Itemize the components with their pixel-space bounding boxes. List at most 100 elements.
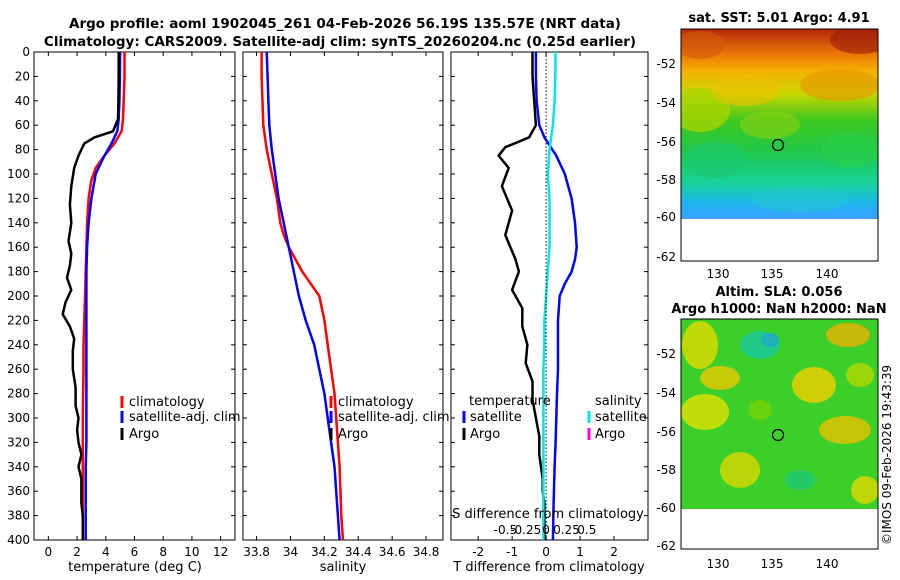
y-tick-label: 400 [7, 533, 30, 547]
sst-map-yticks: -52 -54 -56 -58 -60 -62 [656, 57, 676, 264]
sla-xtick: 130 [707, 557, 730, 571]
series-line-argo [61, 52, 120, 540]
x-tick-label: 34.2 [311, 545, 338, 559]
sla-xtick: 135 [761, 557, 784, 571]
sst-ytick: -54 [656, 96, 676, 110]
x-tick-label: 34 [283, 545, 298, 559]
sst-argo-position-marker [771, 138, 785, 152]
sal-diff-tick: -0.5 [494, 523, 517, 537]
legend-label-climatology: climatology [338, 395, 414, 410]
x-tick-label: 10 [184, 545, 199, 559]
difference-plot [497, 52, 578, 540]
y-tick-label: 380 [7, 509, 30, 523]
difference-legend: temperature satellite Argo salinity sate… [462, 394, 647, 442]
legend-label-s-satellite: satellite [595, 410, 647, 425]
sst-map-frame [680, 28, 879, 262]
series-line-salinity-satellite [542, 52, 557, 540]
sla-ytick: -54 [656, 386, 676, 400]
sla-ytick: -60 [656, 501, 676, 515]
difference-x-axis: -2 -1 0 1 2 [451, 51, 648, 559]
x-tick-label: 4 [102, 545, 110, 559]
salinity-x-label: salinity [320, 560, 367, 575]
sla-map-nodata [681, 509, 878, 549]
series-line-temperature-satellite [534, 52, 578, 540]
difference-x-label: T difference from climatology [452, 560, 645, 575]
sla-ytick: -58 [656, 463, 676, 477]
x-tick-label: 0 [45, 545, 53, 559]
sla-map-image [681, 319, 878, 509]
y-tick-label: 120 [7, 191, 30, 205]
legend-label-climatology: climatology [129, 395, 205, 410]
sst-ytick: -62 [656, 250, 676, 264]
legend-title-salinity: salinity [595, 394, 642, 409]
sal-diff-axis-label: S difference from climatology [452, 507, 644, 522]
sst-map-xticks: 130 135 140 [707, 267, 839, 281]
legend-label-satellite: satellite-adj. clim [338, 410, 450, 425]
temperature-axes [33, 51, 236, 541]
x-tick-label: 2 [610, 545, 618, 559]
sst-xtick: 130 [707, 267, 730, 281]
x-tick-label: 8 [159, 545, 167, 559]
legend-label-argo: Argo [338, 427, 368, 442]
y-tick-label: 280 [7, 387, 30, 401]
y-tick-label: 260 [7, 362, 30, 376]
salinity-legend: climatology satellite-adj. clim Argo [329, 395, 450, 442]
figure-title-line1: Argo profile: aoml 1902045_261 04-Feb-20… [69, 16, 621, 32]
sst-xtick: 140 [816, 267, 839, 281]
temperature-x-label: temperature (deg C) [68, 560, 202, 575]
y-tick-label: 40 [15, 94, 30, 108]
sst-xtick: 135 [761, 267, 784, 281]
y-tick-label: 200 [7, 289, 30, 303]
difference-axes [450, 51, 649, 541]
credit-text: ©IMOS 09-Feb-2026 19:43:39 [880, 365, 894, 545]
x-tick-label: 2 [73, 545, 81, 559]
legend-label-t-argo: Argo [470, 427, 500, 442]
y-tick-label: 300 [7, 411, 30, 425]
sst-ytick: -60 [656, 210, 676, 224]
y-tick-label: 180 [7, 265, 30, 279]
sla-map-title-line2: Argo h1000: NaN h2000: NaN [671, 302, 886, 317]
x-tick-label: 1 [576, 545, 584, 559]
sal-diff-tick: 0.25 [553, 523, 580, 537]
x-tick-label: 6 [131, 545, 139, 559]
sla-xtick: 140 [816, 557, 839, 571]
y-tick-label: 360 [7, 484, 30, 498]
sal-diff-tick: -0.25 [510, 523, 541, 537]
y-tick-label: 0 [22, 45, 30, 59]
sst-map-nodata [681, 219, 878, 261]
y-tick-label: 340 [7, 460, 30, 474]
sla-map-yticks: -52 -54 -56 -58 -60 -62 [656, 347, 676, 553]
y-tick-label: 240 [7, 338, 30, 352]
sla-map-frame [680, 318, 879, 550]
depth-axis: 0 20 40 60 80 100 120 140 160 180 200 220 240 260 280 3… [7, 45, 30, 547]
sla-argo-position-marker [771, 428, 785, 442]
legend-label-argo: Argo [129, 427, 159, 442]
legend-label-t-satellite: satellite [470, 410, 522, 425]
x-tick-label: -1 [506, 545, 518, 559]
x-tick-label: 12 [213, 545, 228, 559]
legend-label-s-argo: Argo [595, 427, 625, 442]
sal-diff-tick-labels: -0.5-0.25 0 0.250.5 [494, 523, 597, 537]
sst-ytick: -56 [656, 135, 676, 149]
sal-diff-tick: 0.5 [577, 523, 596, 537]
legend-title-temperature: temperature [469, 394, 551, 409]
x-tick-label: 33.8 [243, 545, 270, 559]
series-line-climatology [260, 52, 345, 540]
y-tick-label: 320 [7, 435, 30, 449]
series-line-temperature-argo [497, 52, 546, 540]
y-tick-label: 140 [7, 216, 30, 230]
sla-map-title-line1: Altim. SLA: 0.056 [716, 285, 843, 300]
sal-diff-tick: 0 [542, 523, 550, 537]
sst-map-image [681, 29, 878, 219]
y-tick-label: 80 [15, 143, 30, 157]
sla-map-xticks: 130 135 140 [707, 557, 839, 571]
temperature-legend: climatology satellite-adj. clim Argo [120, 395, 241, 442]
figure-title-line2: Climatology: CARS2009. Satellite-adj cli… [44, 34, 636, 50]
y-tick-label: 160 [7, 240, 30, 254]
salinity-plot [260, 52, 345, 540]
sst-ytick: -52 [656, 57, 676, 71]
x-tick-label: 34.6 [379, 545, 406, 559]
x-tick-label: 0 [542, 545, 550, 559]
sst-ytick: -58 [656, 173, 676, 187]
